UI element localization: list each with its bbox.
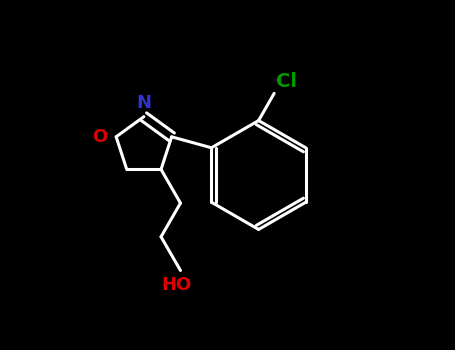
Text: O: O — [92, 128, 107, 146]
Text: HO: HO — [162, 276, 192, 294]
Text: Cl: Cl — [276, 72, 297, 91]
Text: N: N — [136, 94, 152, 112]
